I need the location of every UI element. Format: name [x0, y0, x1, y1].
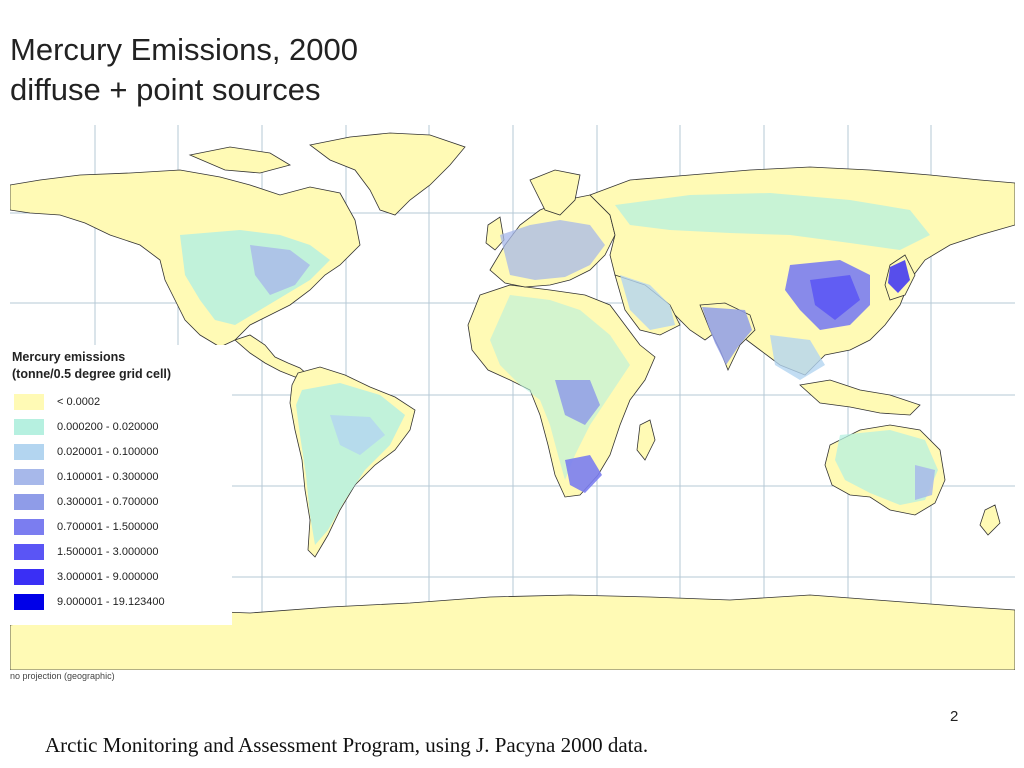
legend-swatch	[14, 568, 44, 585]
map-legend: Mercury emissions (tonne/0.5 degree grid…	[10, 345, 232, 625]
legend-items: < 0.0002 0.000200 - 0.020000 0.020001 - …	[10, 389, 232, 614]
legend-label: 9.000001 - 19.123400	[57, 595, 165, 608]
page-number: 2	[950, 708, 959, 725]
legend-label: 0.300001 - 0.700000	[57, 495, 159, 508]
legend-label: 0.020001 - 0.100000	[57, 445, 159, 458]
legend-label: 0.700001 - 1.500000	[57, 520, 159, 533]
new-zealand	[979, 504, 1001, 536]
scandinavia	[529, 169, 581, 216]
legend-item: 3.000001 - 9.000000	[10, 564, 232, 589]
legend-label: 1.500001 - 3.000000	[57, 545, 159, 558]
legend-swatch	[14, 418, 44, 435]
madagascar	[636, 419, 656, 461]
legend-swatch	[14, 393, 44, 410]
legend-title-line-1: Mercury emissions	[12, 350, 126, 364]
legend-item: 1.500001 - 3.000000	[10, 539, 232, 564]
greenland	[309, 132, 466, 216]
central-america	[234, 334, 309, 378]
legend-label: 0.000200 - 0.020000	[57, 420, 159, 433]
world-map-svg	[10, 125, 1015, 670]
legend-swatch	[14, 543, 44, 560]
arctic-islands	[188, 146, 292, 174]
legend-title: Mercury emissions (tonne/0.5 degree grid…	[12, 349, 232, 383]
source-citation: Arctic Monitoring and Assessment Program…	[45, 733, 649, 757]
southeast-asia-islands	[799, 379, 921, 416]
legend-item: 0.100001 - 0.300000	[10, 464, 232, 489]
legend-item: 0.700001 - 1.500000	[10, 514, 232, 539]
british-isles	[485, 216, 505, 251]
legend-swatch	[14, 468, 44, 485]
legend-swatch	[14, 493, 44, 510]
legend-label: 0.100001 - 0.300000	[57, 470, 159, 483]
legend-swatch	[14, 593, 44, 610]
projection-note: no projection (geographic)	[10, 671, 115, 681]
legend-item: 0.300001 - 0.700000	[10, 489, 232, 514]
legend-item: 0.000200 - 0.020000	[10, 414, 232, 439]
legend-item: < 0.0002	[10, 389, 232, 414]
title-line-2: diffuse + point sources	[10, 72, 321, 107]
legend-label: 3.000001 - 9.000000	[57, 570, 159, 583]
slide-title: Mercury Emissions, 2000 diffuse + point …	[10, 30, 358, 110]
legend-item: 0.020001 - 0.100000	[10, 439, 232, 464]
legend-title-line-2: (tonne/0.5 degree grid cell)	[12, 367, 172, 381]
legend-swatch	[14, 443, 44, 460]
legend-item: 9.000001 - 19.123400	[10, 589, 232, 614]
legend-label: < 0.0002	[57, 395, 101, 408]
emission-overlays	[180, 193, 938, 545]
legend-swatch	[14, 518, 44, 535]
title-line-1: Mercury Emissions, 2000	[10, 32, 359, 67]
